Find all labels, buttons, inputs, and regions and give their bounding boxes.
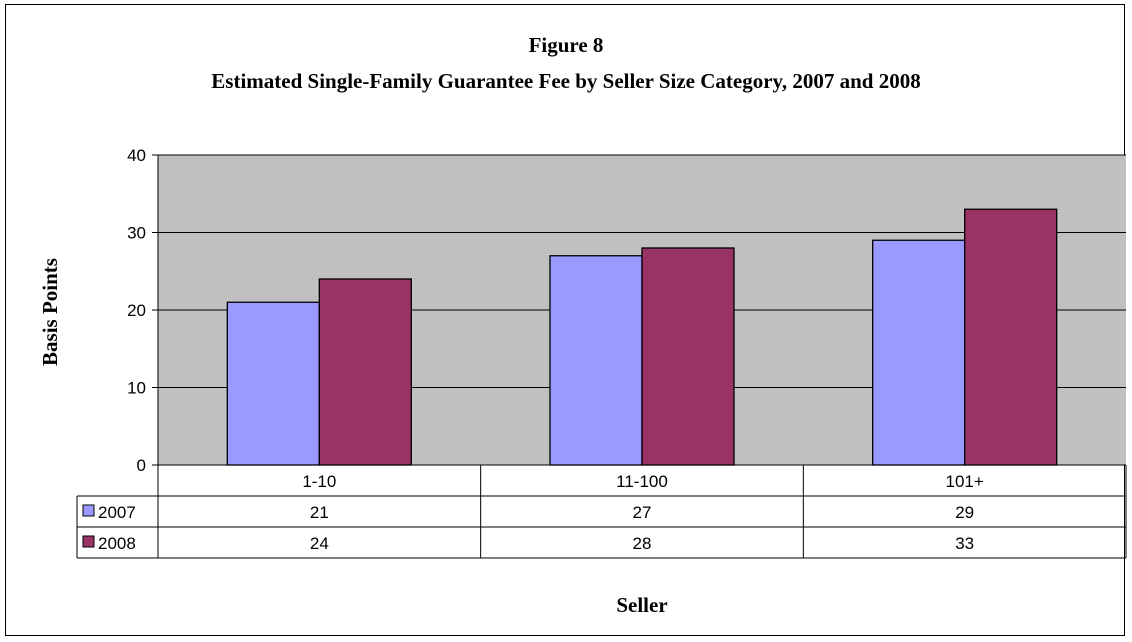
bar-2007-1-10 [226, 301, 320, 466]
bar-2008-1-10 [318, 278, 412, 466]
data-label-2007: 29 [955, 503, 974, 522]
y-tick-label: 20 [127, 301, 146, 320]
data-label-2008: 24 [310, 534, 329, 553]
chart-title: Figure 8 [528, 33, 604, 57]
y-tick-label: 0 [137, 456, 146, 475]
bar-2007-11-100 [549, 255, 643, 466]
legend-label-2007: 2007 [98, 503, 136, 522]
bar-2007-101+ [872, 239, 966, 466]
chart-subtitle: Estimated Single-Family Guarantee Fee by… [211, 69, 921, 93]
y-tick-label: 30 [127, 224, 146, 243]
x-tick-label: 101+ [946, 472, 984, 491]
y-tick-label: 10 [127, 379, 146, 398]
y-tick-label: 40 [127, 146, 146, 165]
x-axis-label: Seller [616, 593, 668, 617]
data-label-2008: 33 [955, 534, 974, 553]
data-label-2007: 27 [633, 503, 652, 522]
legend-key-2008 [82, 535, 95, 548]
bar-2008-101+ [964, 208, 1058, 466]
data-label-2008: 28 [633, 534, 652, 553]
x-tick-label: 1-10 [302, 472, 336, 491]
data-label-2007: 21 [310, 503, 329, 522]
legend-label-2008: 2008 [98, 534, 136, 553]
legend-key-2007 [82, 504, 95, 517]
bar-2008-11-100 [641, 247, 735, 466]
x-tick-label: 11-100 [616, 472, 668, 491]
